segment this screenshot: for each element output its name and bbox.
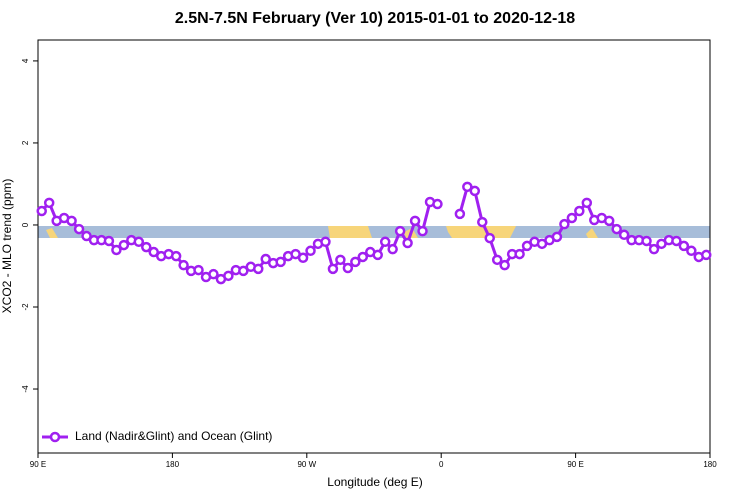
data-point — [178, 259, 189, 271]
land-ocean-strip — [38, 226, 710, 238]
data-point — [671, 235, 682, 247]
data-point — [238, 265, 249, 277]
data-point — [678, 240, 690, 252]
ocean-band — [38, 226, 710, 238]
data-point — [372, 249, 383, 261]
land-patch — [446, 226, 516, 238]
land-patch — [46, 228, 58, 238]
data-point — [581, 197, 593, 209]
y-tick-label: 2 — [21, 140, 30, 145]
data-point — [701, 249, 712, 261]
data-point — [686, 245, 697, 257]
x-tick-label: 180 — [166, 460, 180, 469]
data-point — [499, 259, 510, 271]
land-patch — [328, 226, 372, 238]
data-point — [394, 225, 406, 237]
data-point — [462, 181, 473, 193]
data-point — [133, 236, 145, 248]
data-point — [193, 264, 204, 276]
data-point — [379, 236, 391, 248]
data-point — [73, 223, 85, 235]
data-point — [574, 205, 585, 217]
data-point — [111, 244, 122, 256]
data-point — [335, 254, 346, 266]
data-point — [648, 243, 660, 255]
data-point — [611, 223, 622, 235]
x-tick-label: 90 E — [567, 460, 583, 469]
data-point — [148, 246, 159, 258]
x-tick-label: 0 — [439, 460, 444, 469]
data-point — [223, 270, 234, 282]
chart-title: 2.5N-7.5N February (Ver 10) 2015-01-01 t… — [175, 10, 575, 27]
x-tick-label: 90 E — [30, 460, 46, 469]
data-point — [342, 262, 354, 274]
data-point — [141, 241, 152, 253]
data-point — [521, 240, 533, 252]
data-point — [260, 253, 271, 265]
data-point — [350, 256, 361, 268]
data-point — [454, 208, 466, 220]
data-point — [484, 232, 495, 244]
data-point — [402, 237, 413, 249]
x-axis-label: Longitude (deg E) — [327, 475, 422, 489]
y-tick-label: 4 — [21, 58, 30, 63]
data-point — [208, 268, 219, 280]
data-point — [297, 252, 309, 264]
data-point — [417, 225, 428, 237]
data-point — [43, 197, 55, 209]
data-point — [118, 239, 130, 251]
land-patch — [586, 228, 598, 238]
data-point — [618, 229, 630, 241]
data-point — [469, 185, 481, 197]
data-point — [409, 215, 421, 227]
y-tick-label: -2 — [21, 303, 30, 311]
data-point — [253, 263, 264, 275]
legend-label: Land (Nadir&Glint) and Ocean (Glint) — [75, 429, 272, 443]
data-point — [566, 212, 578, 224]
data-point — [477, 216, 488, 228]
data-point — [66, 215, 77, 227]
data-point — [170, 250, 182, 262]
data-point — [357, 251, 369, 263]
data-point — [559, 218, 570, 230]
x-tick-label: 90 W — [297, 460, 316, 469]
y-tick-label: 0 — [21, 222, 30, 227]
data-point — [641, 235, 652, 247]
data-point — [36, 205, 47, 217]
legend-marker — [49, 431, 61, 443]
data-point — [320, 236, 331, 248]
data-point — [387, 243, 398, 255]
x-tick-label: 180 — [703, 460, 717, 469]
data-point — [432, 198, 443, 210]
y-tick-label: -4 — [21, 385, 30, 393]
data-point — [103, 235, 115, 247]
y-axis-label: XCO2 - MLO trend (ppm) — [0, 179, 14, 314]
data-point — [551, 231, 563, 243]
data-point — [491, 254, 503, 266]
data-point — [275, 256, 286, 268]
data-point — [305, 245, 316, 257]
data-point — [514, 248, 525, 260]
data-point — [81, 230, 92, 242]
data-point — [603, 215, 615, 227]
data-point — [327, 263, 339, 275]
plot-frame — [37, 39, 711, 454]
